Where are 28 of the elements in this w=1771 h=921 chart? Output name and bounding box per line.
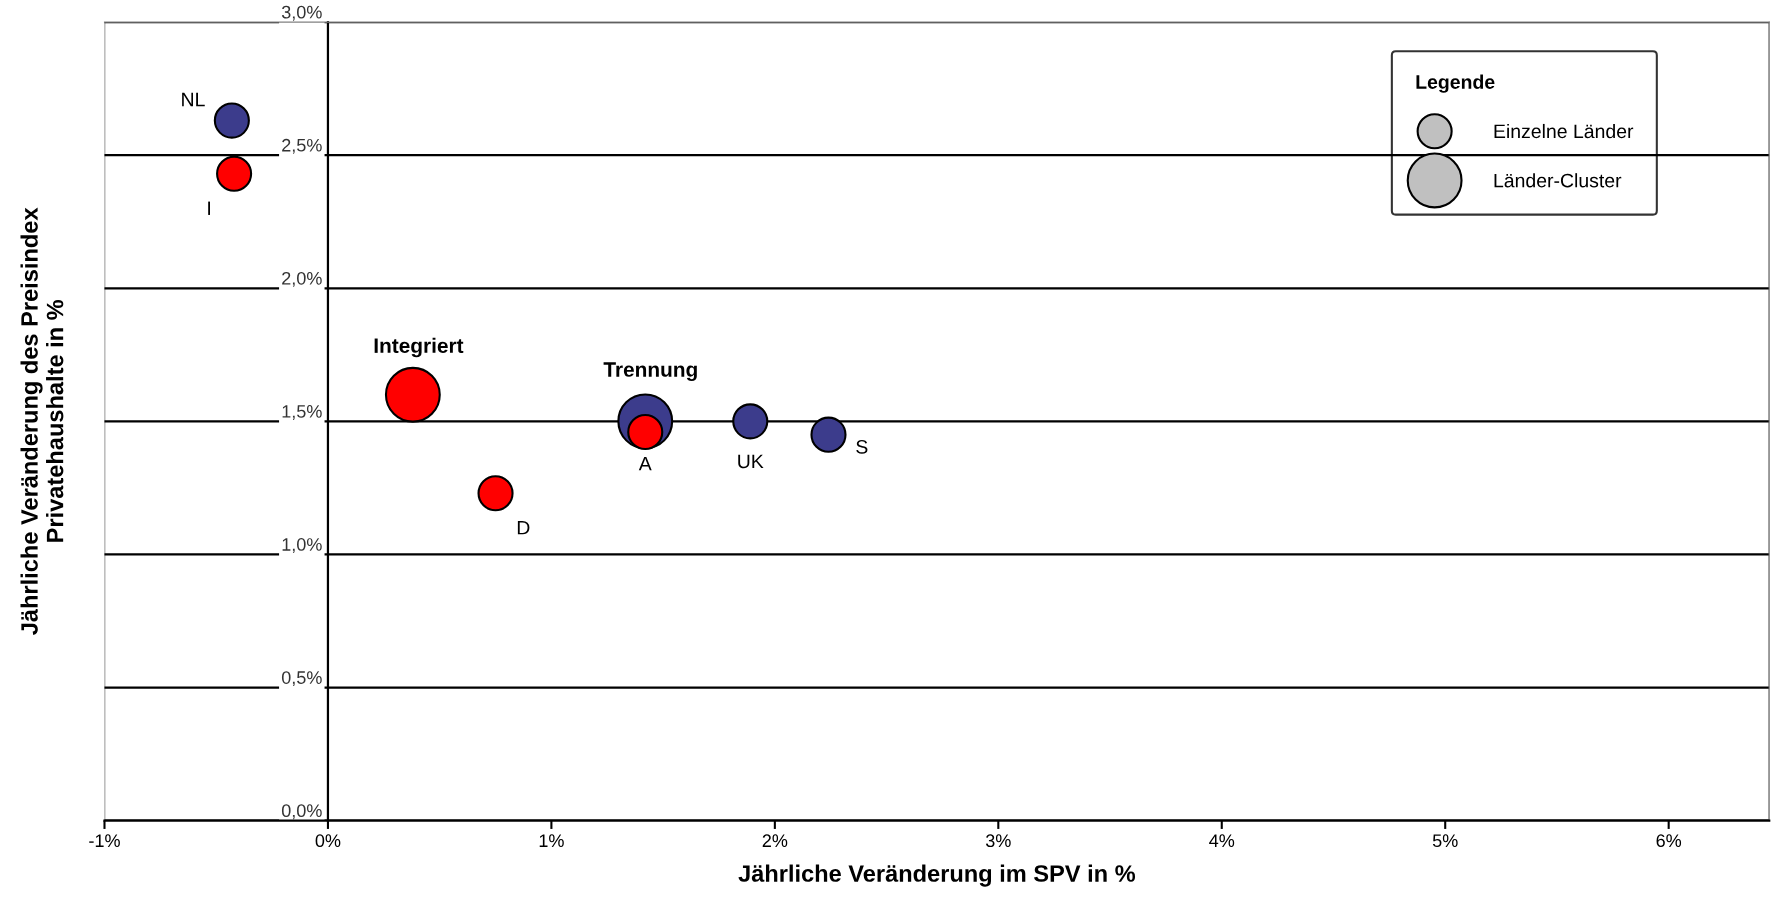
annotation: NL [182,92,205,107]
y-tick-label: 2,0% [282,271,322,287]
y-tick-label: 0,5% [281,671,322,687]
annotation: A [638,456,652,471]
y-tick-label: 1,5% [282,405,322,420]
legend-title: Legende [1416,74,1495,93]
annotation: S [856,440,868,454]
annotation: I [208,201,210,215]
annotation: D [517,520,530,535]
x-tick-label: 2% [762,834,788,847]
y-tick-label: 0,0% [281,804,322,820]
legend-label: Einzelne Länder [1494,123,1634,139]
y-axis-title: Jährliche Veränderung des Preisindex Privatehaushalte in % [20,207,64,635]
legend-label: Länder-Cluster [1494,173,1622,188]
y-tick-label: 3,0% [281,5,322,21]
y-tick-label: 1,0% [282,538,322,554]
annotation: Trennung [603,362,697,382]
x-tick-label: 0% [315,834,341,848]
x-axis-title: Jährliche Veränderung im SPV in % [738,864,1136,887]
x-tick-label: 1% [539,834,564,847]
x-tick-label: 3% [985,834,1011,848]
y-tick-label: 2,5% [282,138,322,154]
x-tick-label: 5% [1432,834,1458,848]
x-tick-label: -1% [89,834,120,847]
annotation: Integriert [374,337,464,358]
x-tick-label: 4% [1209,834,1235,847]
annotation: UK [738,454,764,469]
x-tick-label: 6% [1656,834,1682,848]
